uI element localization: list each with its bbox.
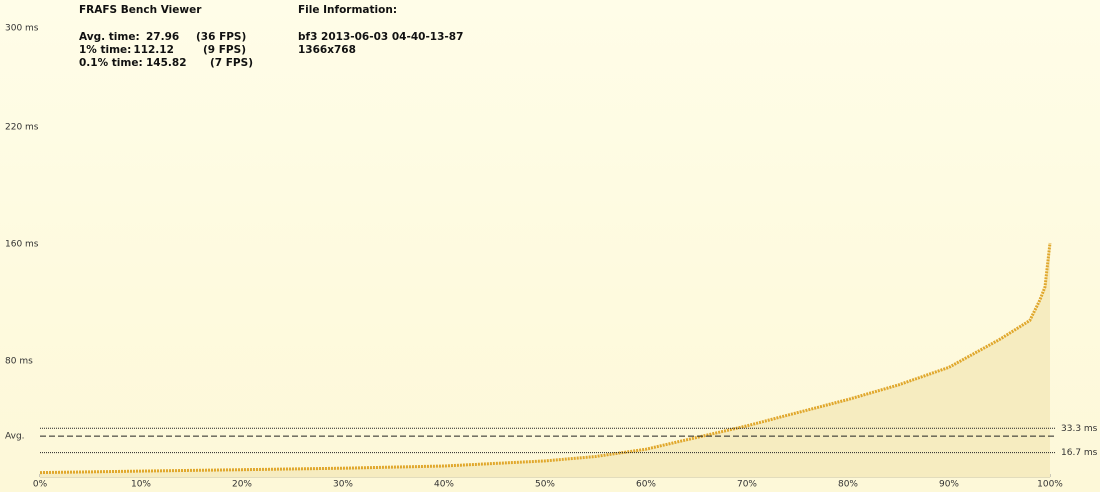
y-tick-label: 160 ms <box>5 240 39 250</box>
area <box>40 243 1050 477</box>
line <box>39 242 1052 475</box>
x-tick-label: 50% <box>535 480 555 490</box>
avg-label: Avg. <box>5 432 25 442</box>
stat-fps: (7 FPS) <box>210 57 253 69</box>
stat-value: 112.12 <box>133 44 174 56</box>
reference-label: 33.3 ms <box>1061 424 1098 434</box>
x-tick-label: 60% <box>636 480 656 490</box>
file-resolution: 1366x768 <box>298 44 356 56</box>
x-tick-label: 40% <box>434 480 454 490</box>
stat-value: 27.96 <box>146 31 179 43</box>
x-tick-label: 0% <box>33 480 48 490</box>
y-tick-label: 220 ms <box>5 123 39 133</box>
stat-label: 0.1% time: <box>79 57 143 69</box>
x-tick-label: 70% <box>737 480 757 490</box>
y-tick-label: 300 ms <box>5 24 39 34</box>
stat-fps: (36 FPS) <box>196 31 246 43</box>
y-tick-label: 80 ms <box>5 357 33 367</box>
x-tick-label: 30% <box>333 480 353 490</box>
file-name: bf3 2013-06-03 04-40-13-87 <box>298 31 463 43</box>
app-title: FRAFS Bench Viewer <box>79 4 202 16</box>
x-tick-label: 90% <box>939 480 959 490</box>
reference-label: 16.7 ms <box>1061 448 1098 458</box>
x-tick-label: 10% <box>131 480 151 490</box>
stat-fps: (9 FPS) <box>203 44 246 56</box>
x-tick-label: 20% <box>232 480 252 490</box>
stat-label: Avg. time: <box>79 31 140 43</box>
stat-value: 145.82 <box>146 57 187 69</box>
file-info-title: File Information: <box>298 4 397 16</box>
x-tick-label: 100% <box>1037 480 1063 490</box>
stat-label: 1% time: <box>79 44 131 56</box>
x-tick-label: 80% <box>838 480 858 490</box>
